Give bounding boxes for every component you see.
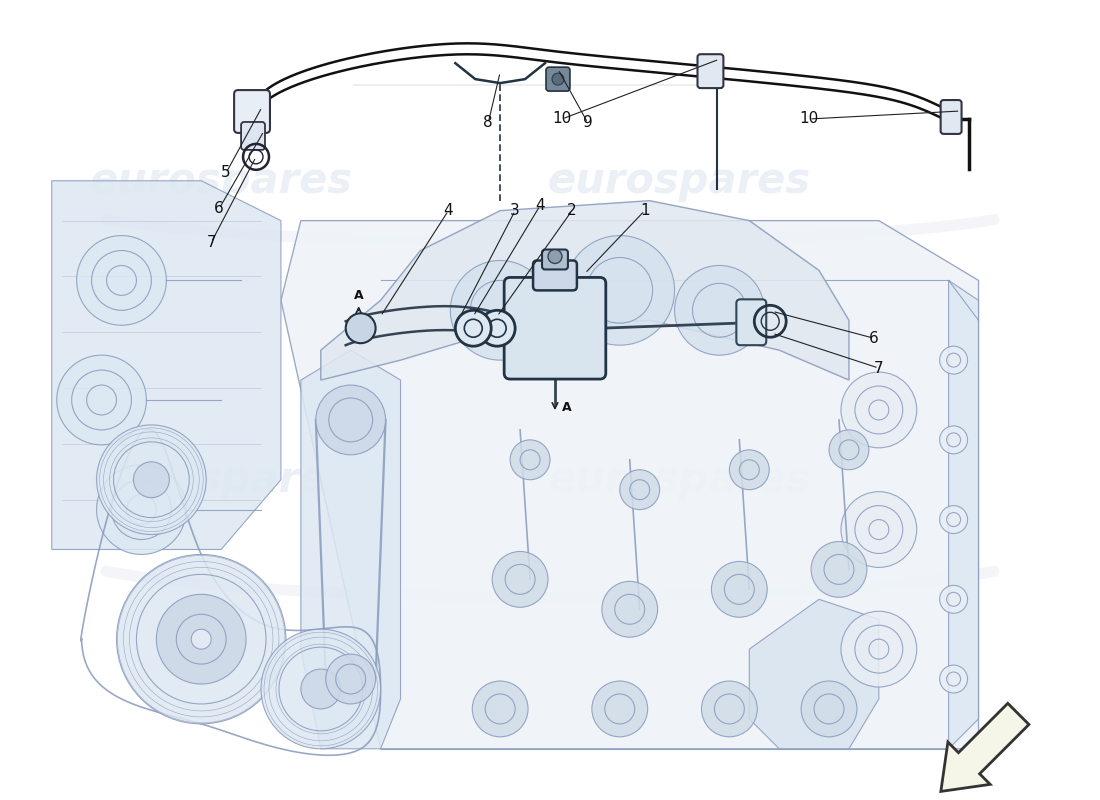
Circle shape [712, 562, 767, 618]
Circle shape [702, 681, 757, 737]
Circle shape [602, 582, 658, 637]
FancyBboxPatch shape [534, 261, 576, 290]
Circle shape [472, 681, 528, 737]
Circle shape [133, 462, 169, 498]
Text: 8: 8 [483, 115, 493, 130]
Text: 1: 1 [640, 203, 649, 218]
Circle shape [97, 425, 206, 534]
Circle shape [261, 630, 381, 749]
FancyBboxPatch shape [504, 278, 606, 379]
FancyBboxPatch shape [542, 250, 568, 270]
Circle shape [117, 554, 286, 724]
Circle shape [842, 492, 916, 567]
Circle shape [156, 594, 246, 684]
Circle shape [801, 681, 857, 737]
Polygon shape [321, 201, 849, 380]
Circle shape [191, 630, 211, 649]
Circle shape [316, 385, 386, 455]
Text: 4: 4 [443, 203, 453, 218]
Text: 3: 3 [510, 203, 520, 218]
FancyBboxPatch shape [736, 299, 767, 345]
FancyBboxPatch shape [234, 90, 270, 133]
Text: A: A [354, 289, 363, 302]
Text: 2: 2 [568, 203, 576, 218]
Text: 10: 10 [800, 111, 818, 126]
Polygon shape [280, 221, 979, 749]
Text: 4: 4 [536, 198, 544, 213]
Circle shape [619, 470, 660, 510]
Text: 6: 6 [214, 201, 224, 216]
Text: eurospares: eurospares [89, 160, 353, 202]
Circle shape [939, 426, 968, 454]
Circle shape [97, 465, 186, 554]
Circle shape [77, 235, 166, 326]
Text: 7: 7 [207, 235, 216, 250]
Circle shape [455, 310, 492, 346]
Circle shape [829, 430, 869, 470]
Circle shape [842, 611, 916, 687]
Polygon shape [301, 350, 400, 749]
Text: eurospares: eurospares [548, 458, 811, 501]
Text: 7: 7 [874, 361, 883, 376]
Circle shape [57, 355, 146, 445]
Circle shape [492, 551, 548, 607]
Text: 6: 6 [869, 330, 879, 346]
Circle shape [729, 450, 769, 490]
Polygon shape [948, 281, 979, 749]
FancyBboxPatch shape [241, 122, 265, 150]
Circle shape [480, 310, 515, 346]
Polygon shape [749, 599, 879, 749]
Text: eurospares: eurospares [548, 160, 811, 202]
FancyBboxPatch shape [940, 100, 961, 134]
Circle shape [811, 542, 867, 598]
Text: 9: 9 [583, 115, 593, 130]
Circle shape [842, 372, 916, 448]
Circle shape [565, 235, 674, 345]
Circle shape [326, 654, 375, 704]
Circle shape [674, 266, 764, 355]
FancyBboxPatch shape [546, 67, 570, 91]
Circle shape [345, 314, 375, 343]
Circle shape [301, 669, 341, 709]
Text: 10: 10 [552, 111, 572, 126]
Circle shape [548, 250, 562, 263]
Circle shape [592, 681, 648, 737]
Circle shape [939, 506, 968, 534]
Circle shape [939, 665, 968, 693]
Text: eurospares: eurospares [89, 458, 353, 501]
FancyBboxPatch shape [697, 54, 724, 88]
Polygon shape [52, 181, 280, 550]
Circle shape [450, 261, 550, 360]
Circle shape [510, 440, 550, 480]
Text: A: A [562, 402, 572, 414]
Text: 5: 5 [221, 166, 231, 180]
Polygon shape [940, 703, 1028, 791]
Circle shape [552, 73, 564, 85]
Circle shape [939, 586, 968, 614]
Circle shape [939, 346, 968, 374]
